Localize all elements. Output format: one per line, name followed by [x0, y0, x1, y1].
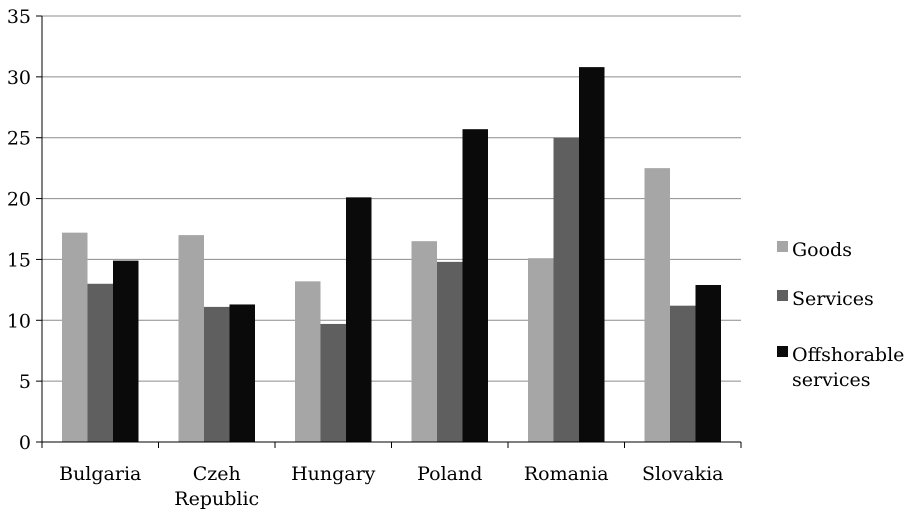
legend-swatch [777, 241, 788, 252]
bar-goods [644, 168, 670, 442]
y-tick-label: 20 [7, 189, 31, 211]
legend-swatch [777, 290, 788, 301]
x-category-label: Republic [174, 488, 259, 510]
bar-offshorable-services [695, 284, 721, 442]
legend-label: Offshorable [792, 344, 904, 366]
x-category-label: Slovakia [642, 463, 724, 485]
bar-goods [528, 258, 554, 442]
gridlines [42, 15, 741, 382]
y-tick-label: 5 [19, 371, 31, 393]
bar-offshorable-services [113, 260, 139, 442]
legend-label: Goods [792, 239, 852, 261]
x-category-label: Bulgaria [59, 463, 141, 485]
bar-services [553, 137, 579, 442]
bars [62, 67, 721, 443]
y-tick-label: 0 [19, 432, 31, 454]
y-tick-label: 35 [7, 6, 31, 28]
x-category-label: Poland [417, 463, 482, 485]
bar-offshorable-services [579, 67, 605, 443]
bar-goods [295, 281, 321, 442]
bar-services [437, 261, 463, 442]
x-category-label: Romania [524, 463, 609, 485]
x-category-label: Hungary [291, 463, 376, 485]
axes [36, 15, 742, 448]
y-tick-label: 10 [7, 310, 31, 332]
legend-swatch [777, 346, 788, 357]
bar-services [670, 305, 696, 442]
bar-services [204, 306, 230, 442]
bar-offshorable-services [462, 129, 488, 443]
bar-offshorable-services [229, 304, 255, 442]
x-axis-category-labels: Bulgaria Czeh Republic Hungary Poland Romania… [59, 463, 723, 510]
bar-goods [411, 241, 437, 442]
y-axis-tick-labels: 0 5 10 15 20 25 30 35 [7, 6, 31, 454]
y-tick-label: 15 [7, 249, 31, 271]
legend: Goods Services Offshorable services [777, 239, 904, 391]
bar-services [320, 323, 346, 442]
bar-goods [62, 232, 88, 442]
y-tick-label: 30 [7, 67, 31, 89]
legend-label: Services [792, 288, 874, 310]
x-category-label: Czeh [193, 463, 241, 485]
bar-goods [178, 235, 204, 442]
y-tick-label: 25 [7, 128, 31, 150]
bar-services [87, 283, 113, 442]
bar-offshorable-services [346, 197, 372, 442]
legend-label: services [792, 369, 871, 391]
